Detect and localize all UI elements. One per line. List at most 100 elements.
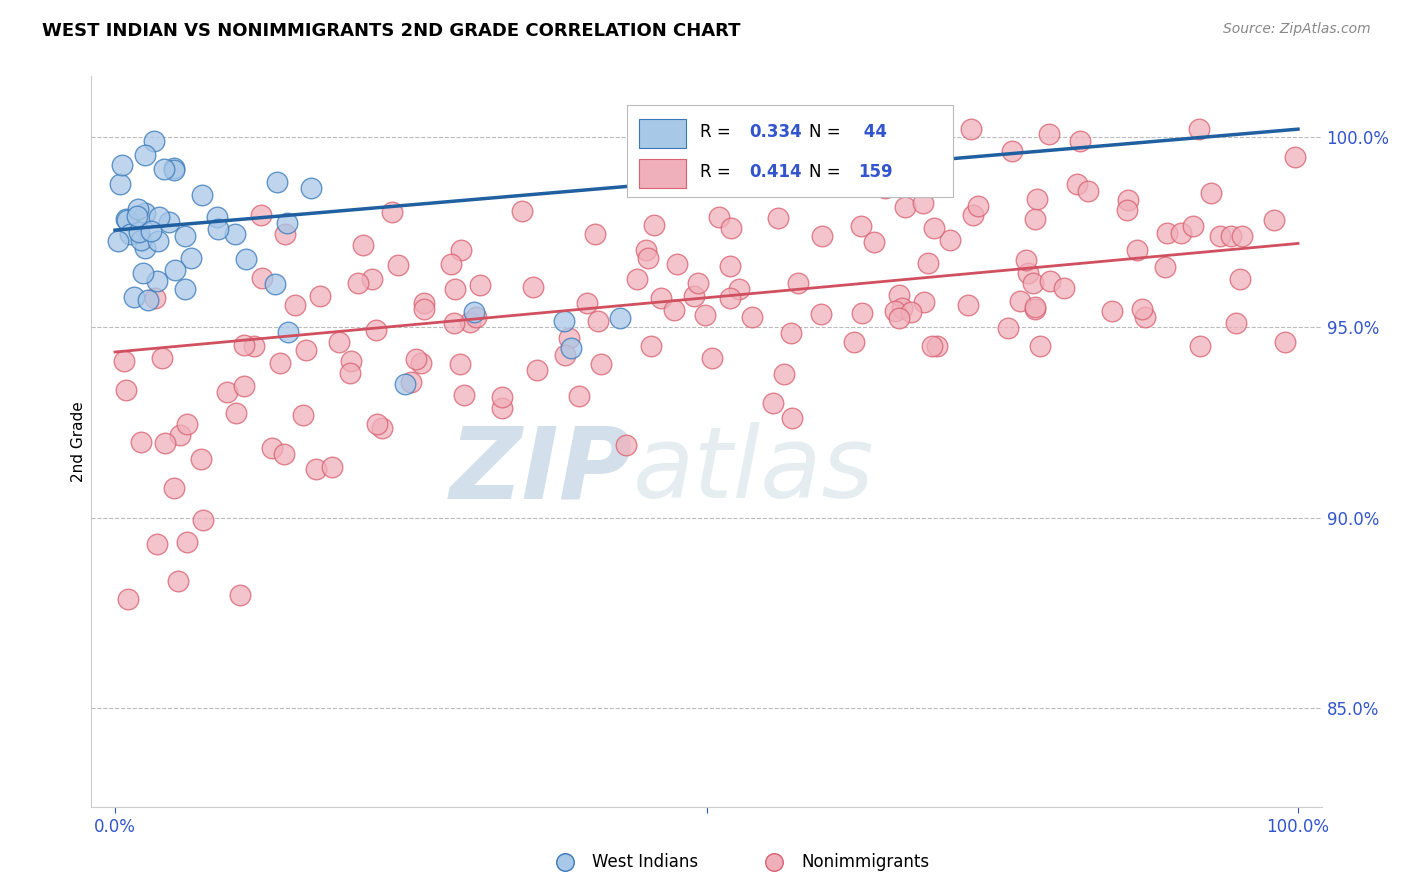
Text: N =: N = [808, 163, 845, 181]
Point [143, 291, 166, 305]
Point [727, 282, 749, 296]
Point [526, 363, 548, 377]
Point [232, 378, 254, 392]
Point [233, 338, 256, 352]
Point [465, 310, 488, 324]
Point [366, 323, 388, 337]
Point [107, 234, 129, 248]
Point [352, 237, 374, 252]
Point [924, 169, 946, 184]
Point [1029, 339, 1052, 353]
Point [693, 308, 716, 322]
Point [683, 289, 706, 303]
Point [643, 218, 665, 232]
Point [1188, 122, 1211, 136]
Point [609, 310, 631, 325]
Point [1039, 274, 1062, 288]
Point [193, 513, 215, 527]
Text: Source: ZipAtlas.com: Source: ZipAtlas.com [1223, 22, 1371, 37]
Point [887, 288, 910, 302]
Point [810, 307, 832, 321]
Point [405, 351, 427, 366]
Point [626, 271, 648, 285]
Point [1017, 266, 1039, 280]
Point [139, 224, 162, 238]
Point [779, 326, 801, 341]
Point [381, 205, 404, 219]
Point [173, 282, 195, 296]
Point [1024, 212, 1046, 227]
Point [131, 434, 153, 449]
Point [413, 301, 436, 316]
Point [1170, 227, 1192, 241]
Point [664, 303, 686, 318]
Point [444, 282, 467, 296]
Point [163, 161, 186, 175]
Point [873, 181, 896, 195]
Point [440, 257, 463, 271]
Point [884, 304, 907, 318]
Text: West Indians: West Indians [592, 853, 699, 871]
Point [371, 421, 394, 435]
Point [145, 274, 167, 288]
Point [180, 251, 202, 265]
Point [274, 227, 297, 241]
Point [112, 353, 135, 368]
Point [1053, 280, 1076, 294]
Point [122, 290, 145, 304]
Text: ZIP: ZIP [450, 422, 633, 519]
Point [148, 210, 170, 224]
Point [768, 211, 790, 225]
FancyBboxPatch shape [638, 159, 686, 188]
Point [575, 295, 598, 310]
Point [399, 375, 422, 389]
Point [250, 209, 273, 223]
Point [266, 175, 288, 189]
Point [568, 389, 591, 403]
Point [115, 384, 138, 398]
Point [914, 145, 936, 160]
Point [347, 276, 370, 290]
Point [1001, 145, 1024, 159]
Point [129, 233, 152, 247]
Point [470, 278, 492, 293]
Point [152, 351, 174, 365]
Point [589, 358, 612, 372]
Point [173, 228, 195, 243]
Point [1038, 127, 1060, 141]
Point [309, 288, 332, 302]
Point [305, 462, 328, 476]
Point [893, 200, 915, 214]
Point [134, 241, 156, 255]
Point [810, 229, 832, 244]
Point [887, 310, 910, 325]
Point [560, 341, 582, 355]
Point [917, 256, 939, 270]
Point [640, 339, 662, 353]
Point [960, 122, 983, 136]
Point [449, 357, 471, 371]
Point [117, 592, 139, 607]
Text: 44: 44 [858, 123, 887, 141]
Point [262, 442, 284, 456]
Point [557, 331, 579, 345]
Point [1008, 294, 1031, 309]
Point [453, 388, 475, 402]
Point [900, 305, 922, 319]
Point [650, 291, 672, 305]
Point [686, 276, 709, 290]
Point [136, 293, 159, 307]
Point [273, 447, 295, 461]
Point [1024, 300, 1046, 314]
Point [115, 213, 138, 227]
Point [1101, 303, 1123, 318]
Point [1156, 226, 1178, 240]
Point [962, 208, 984, 222]
Point [277, 325, 299, 339]
Point [1181, 219, 1204, 233]
Point [921, 339, 943, 353]
Point [1133, 310, 1156, 324]
Point [143, 134, 166, 148]
Point [491, 390, 513, 404]
Text: atlas: atlas [633, 422, 875, 519]
